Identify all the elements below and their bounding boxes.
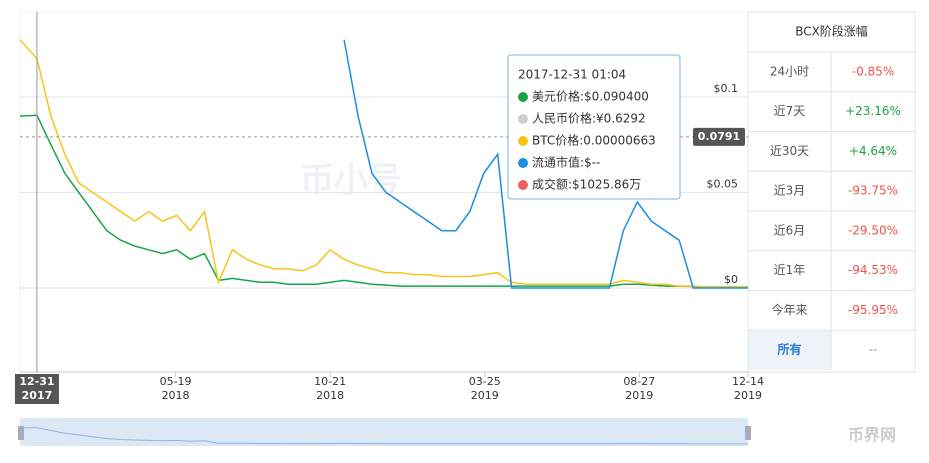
table-value: -94.53% <box>848 263 898 277</box>
table-value: -95.95% <box>848 303 898 317</box>
table-title: BCX阶段涨幅 <box>795 24 868 39</box>
y-tick-label: $0 <box>724 273 738 286</box>
x-tick-year: 2018 <box>162 389 190 402</box>
tooltip-item: BTC价格:0.00000663 <box>532 133 656 148</box>
table-label: 近3月 <box>774 184 806 198</box>
table-cell-bg <box>748 330 831 370</box>
tooltip-item: 美元价格:$0.090400 <box>532 89 649 104</box>
crosshair-y-box <box>693 127 745 146</box>
tooltip-item: 人民币价格:¥0.6292 <box>532 111 646 126</box>
series-line <box>19 39 748 288</box>
x-tick-year: 2019 <box>625 389 653 402</box>
series-line <box>19 114 748 288</box>
y-tick-label: $0.05 <box>707 177 739 190</box>
tooltip-item: 成交额:$1025.86万 <box>532 177 641 192</box>
stats-table: BCX阶段涨幅 24小时 -0.85% 近7天 +23.16% 近30天 +4.64% 近3月… <box>747 11 916 373</box>
x-tick-label: 05-19 <box>160 375 192 388</box>
series-line <box>343 39 748 289</box>
x-tick-year: 2019 <box>471 389 499 402</box>
navigator[interactable] <box>20 418 748 446</box>
crosshair-x-label: 12-31 <box>19 375 54 388</box>
table-label: 24小时 <box>770 64 809 78</box>
table-label: 近30天 <box>770 144 809 158</box>
table-value: +4.64% <box>849 144 897 158</box>
navigator-handle[interactable] <box>18 426 24 440</box>
x-tick-label: 10-21 <box>314 375 346 388</box>
tooltip-dot <box>518 92 528 102</box>
tooltip-item: 流通市值:$-- <box>532 155 600 170</box>
tooltip-dot <box>518 114 528 124</box>
x-tick-year: 2019 <box>734 389 762 402</box>
tooltip-dot <box>518 136 528 146</box>
x-tick-label: 08-27 <box>623 375 655 388</box>
table-label: 近1年 <box>774 263 806 277</box>
navigator-handle[interactable] <box>745 426 751 440</box>
table-value: +23.16% <box>845 104 901 118</box>
tooltip-dot <box>518 180 528 190</box>
watermark: 币界网 <box>848 426 896 445</box>
tooltip <box>507 54 681 200</box>
tooltip-dot <box>518 158 528 168</box>
watermark: 币小号 <box>300 161 402 201</box>
x-tick-year: 2018 <box>316 389 344 402</box>
table-label: 近7天 <box>774 104 806 118</box>
table-value: -0.85% <box>852 64 894 78</box>
crosshair-x-box <box>14 374 59 404</box>
table-value: -93.75% <box>848 184 898 198</box>
crosshair-x-year: 2017 <box>22 389 53 402</box>
tooltip-title: 2017-12-31 01:04 <box>518 68 626 82</box>
x-tick-label: 03-25 <box>469 375 501 388</box>
crosshair-y-label: 0.0791 <box>698 130 740 143</box>
navigator-line <box>19 427 748 445</box>
table-label: 所有 <box>777 342 801 357</box>
y-tick-label: $0.1 <box>714 82 739 95</box>
table-label: 今年来 <box>771 302 807 317</box>
table-label: 近6月 <box>774 223 806 237</box>
table-value: -29.50% <box>848 223 898 237</box>
x-tick-label: 12-14 <box>732 375 764 388</box>
table-value: -- <box>869 343 878 357</box>
